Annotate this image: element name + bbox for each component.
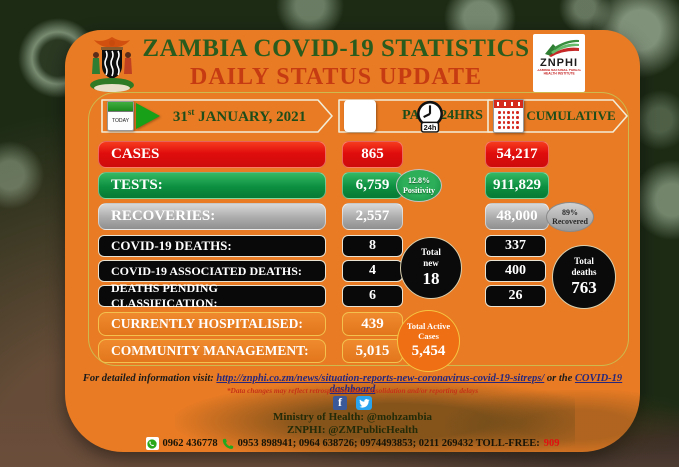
zambia-coat-of-arms-icon xyxy=(87,33,137,95)
whatsapp-icon xyxy=(145,437,159,450)
dashboard-link[interactable]: COVID-19 dashboard xyxy=(329,373,623,395)
subtitle: DAILY STATUS UPDATE xyxy=(190,64,482,90)
total-deaths-circle: Total deaths 763 xyxy=(552,245,616,309)
sitreps-link[interactable]: http://znphi.co.zm/news/situation-report… xyxy=(216,373,545,384)
svg-text:24h: 24h xyxy=(424,123,437,132)
recoveries-cumulative-value: 48,000 xyxy=(485,203,549,230)
recovered-badge: 89% Recovered xyxy=(546,202,594,232)
cases-label: CASES xyxy=(98,141,326,168)
znphi-logo-swoosh xyxy=(545,39,579,57)
znphi-handle: ZNPHI: @ZMPublicHealth xyxy=(287,424,418,436)
phone-numbers: 0953 898941; 0964 638726; 0974493853; 02… xyxy=(237,438,540,449)
pending-deaths-cumulative-value: 26 xyxy=(485,285,546,307)
recoveries-label: RECOVERIES: xyxy=(98,203,326,230)
pending-deaths-label: DEATHS PENDING CLASSIFICATION: xyxy=(98,281,326,310)
contact-line: 0962 436778 0953 898941; 0964 638726; 09… xyxy=(65,437,640,450)
tests-past24-value: 6,759 xyxy=(342,172,403,199)
info-middle: or the xyxy=(544,373,575,384)
twitter-icon[interactable] xyxy=(356,396,372,410)
znphi-acronym: ZNPHI xyxy=(540,57,578,69)
green-arrow-icon xyxy=(136,103,160,129)
associated-deaths-label: COVID-19 ASSOCIATED DEATHS: xyxy=(98,260,326,282)
moh-handle: Ministry of Health: @mohzambia xyxy=(272,411,433,423)
data-note: *Data changes may reflect retrospective … xyxy=(226,386,479,395)
hospitalised-value: 439 xyxy=(342,312,403,336)
znphi-logo: ZNPHI ZAMBIA NATIONAL PUBLIC HEALTH INST… xyxy=(533,34,585,92)
info-line: For detailed information visit: http://z… xyxy=(65,373,640,395)
clock-24h-icon: 24h xyxy=(344,100,443,133)
column-header-cumulative: CUMULATIVE xyxy=(486,99,628,133)
covid-deaths-label: COVID-19 DEATHS: xyxy=(98,235,326,257)
column-header-today: TODAY 31st JANUARY, 2021 xyxy=(100,99,333,133)
pending-deaths-past24-value: 6 xyxy=(342,285,403,307)
recoveries-past24-value: 2,557 xyxy=(342,203,403,230)
cumulative-calendar-icon xyxy=(493,99,524,133)
tests-label: TESTS: xyxy=(98,172,326,199)
whatsapp-number: 0962 436778 xyxy=(162,438,218,449)
cumulative-label: CUMULATIVE xyxy=(526,108,616,123)
today-calendar-icon: TODAY xyxy=(107,101,134,131)
phone-icon xyxy=(222,438,234,450)
content-frame xyxy=(88,92,629,366)
hospitalised-label: CURRENTLY HOSPITALISED: xyxy=(98,312,326,336)
facebook-icon[interactable]: f xyxy=(333,396,347,410)
covid-deaths-past24-value: 8 xyxy=(342,235,403,257)
main-title: ZAMBIA COVID-19 STATISTICS xyxy=(142,35,530,62)
cases-past24-value: 865 xyxy=(342,141,403,168)
positivity-badge: 12.8% Positivity xyxy=(396,169,442,202)
tests-cumulative-value: 911,829 xyxy=(485,172,549,199)
tollfree-number: 909 xyxy=(543,438,560,449)
social-icons: f xyxy=(65,396,640,410)
associated-deaths-cumulative-value: 400 xyxy=(485,260,546,282)
total-new-circle: Total new 18 xyxy=(400,237,462,299)
covid-deaths-cumulative-value: 337 xyxy=(485,235,546,257)
associated-deaths-past24-value: 4 xyxy=(342,260,403,282)
community-value: 5,015 xyxy=(342,339,403,363)
report-date: 31st JANUARY, 2021 xyxy=(172,106,307,125)
info-prefix: For detailed information visit: xyxy=(82,373,217,384)
active-cases-circle: Total Active Cases 5,454 xyxy=(397,310,460,372)
cases-cumulative-value: 54,217 xyxy=(485,141,549,168)
statistics-panel: ZAMBIA COVID-19 STATISTICS DAILY STATUS … xyxy=(65,30,679,460)
znphi-caption: ZAMBIA NATIONAL PUBLIC HEALTH INSTITUTE xyxy=(537,69,581,76)
column-header-past24: 24h PAST 24HRS xyxy=(337,99,523,133)
community-label: COMMUNITY MANAGEMENT: xyxy=(98,339,326,363)
